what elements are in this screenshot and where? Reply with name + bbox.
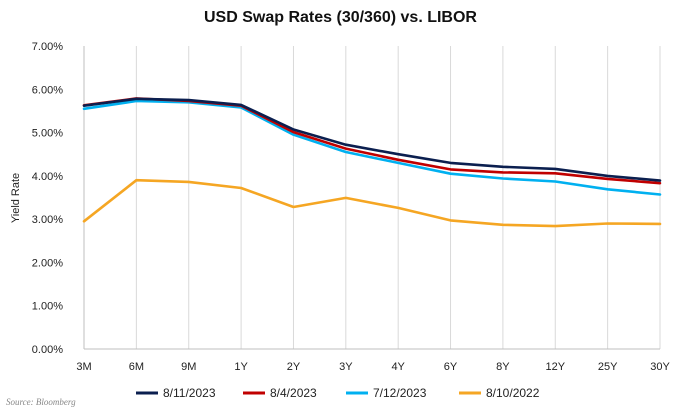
x-tick-label: 12Y — [545, 361, 565, 373]
source-note: Source: Bloomberg — [6, 397, 76, 407]
x-tick-label: 2Y — [287, 361, 301, 373]
y-tick-label: 2.00% — [32, 257, 63, 269]
y-tick-label: 0.00% — [32, 344, 63, 356]
series-line-8/11/2023 — [82, 97, 662, 182]
series-line-8/10/2022 — [82, 178, 662, 228]
x-tick-label: 8Y — [496, 361, 510, 373]
x-tick-label: 30Y — [650, 361, 670, 373]
x-tick-label: 3M — [76, 361, 91, 373]
legend-label: 8/4/2023 — [270, 386, 317, 400]
legend: 8/11/2023 8/4/2023 7/12/2023 8/10/2022 — [136, 386, 540, 400]
y-axis-label: Yield Rate — [10, 173, 22, 223]
x-tick-label: 6M — [129, 361, 144, 373]
chart-title: USD Swap Rates (30/360) vs. LIBOR — [204, 9, 477, 26]
x-tick-labels: 3M 6M 9M 1Y 2Y 3Y 4Y 6Y 8Y 12Y 25Y 30Y — [76, 361, 670, 373]
legend-label: 8/11/2023 — [163, 386, 216, 400]
y-tick-label: 1.00% — [32, 301, 63, 313]
x-tick-label: 1Y — [234, 361, 248, 373]
x-tick-label: 4Y — [391, 361, 405, 373]
y-tick-label: 7.00% — [32, 41, 63, 53]
x-tick-label: 3Y — [339, 361, 353, 373]
y-tick-label: 6.00% — [32, 84, 63, 96]
x-tick-label: 25Y — [598, 361, 618, 373]
x-tick-label: 6Y — [444, 361, 458, 373]
legend-label: 7/12/2023 — [373, 386, 427, 400]
y-tick-label: 3.00% — [32, 214, 63, 226]
axes — [83, 46, 660, 350]
x-tick-label: 9M — [181, 361, 196, 373]
grid-lines — [135, 46, 661, 349]
legend-label: 8/10/2022 — [486, 386, 540, 400]
y-tick-label: 5.00% — [32, 128, 63, 140]
series-lines — [82, 97, 662, 228]
series-line-7/12/2023 — [82, 99, 662, 196]
y-tick-label: 4.00% — [32, 171, 63, 183]
y-tick-labels: 0.00% 1.00% 2.00% 3.00% 4.00% 5.00% 6.00% 7.00% — [32, 41, 63, 356]
